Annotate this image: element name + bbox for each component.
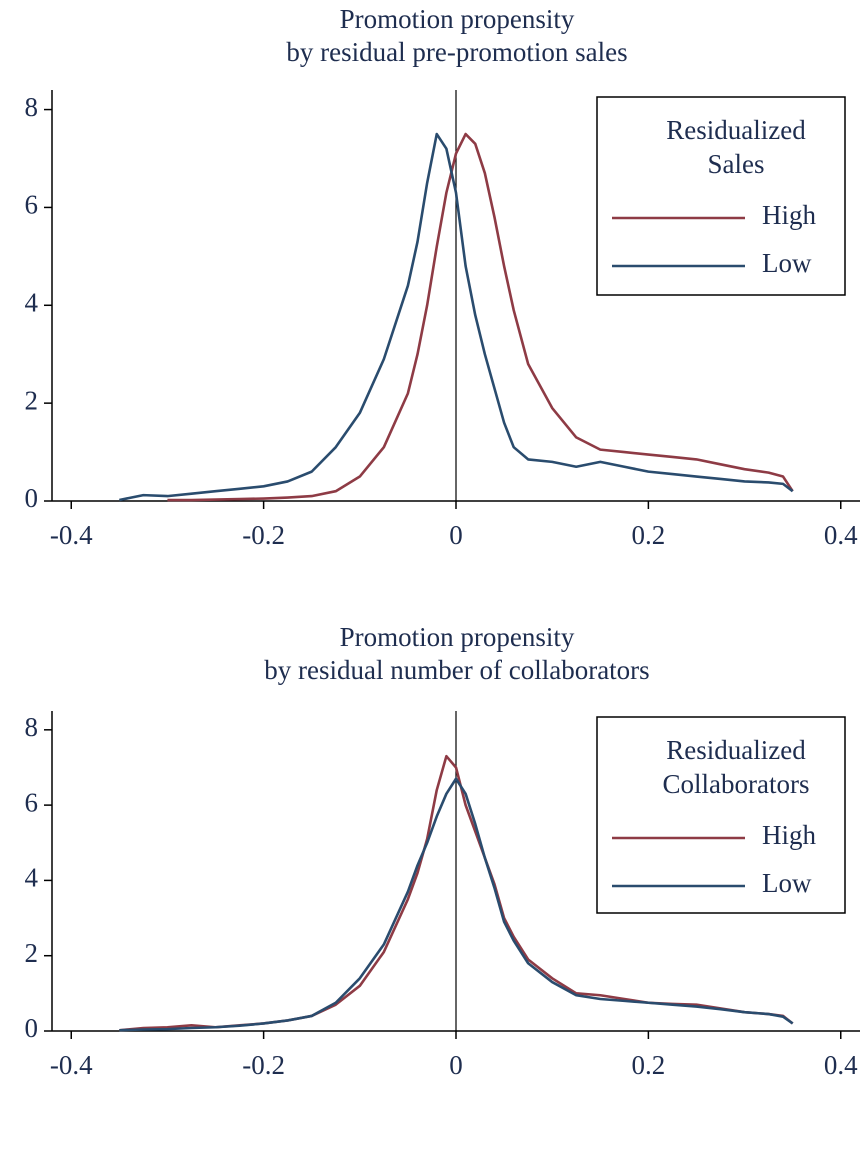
y-tick-label: 0 [25, 1013, 39, 1043]
legend-title: Residualized [666, 115, 806, 145]
legend-label: Low [762, 868, 812, 898]
x-tick-label: 0.4 [824, 1050, 858, 1080]
legend-title: Collaborators [663, 769, 810, 799]
legend-title: Residualized [666, 735, 806, 765]
y-tick-label: 4 [25, 863, 39, 893]
legend-label: High [762, 200, 817, 230]
y-tick-label: 6 [25, 190, 39, 220]
x-tick-label: 0 [449, 520, 463, 550]
x-tick-label: -0.2 [242, 1050, 285, 1080]
chart-title: by residual pre-promotion sales [286, 37, 627, 67]
y-tick-label: 2 [25, 938, 39, 968]
y-tick-label: 2 [25, 385, 39, 415]
legend-title: Sales [708, 149, 765, 179]
y-tick-label: 4 [25, 287, 39, 317]
x-tick-label: -0.4 [50, 520, 93, 550]
x-tick-label: 0.2 [632, 520, 666, 550]
x-tick-label: -0.4 [50, 1050, 93, 1080]
x-tick-label: 0 [449, 1050, 463, 1080]
legend-label: High [762, 820, 817, 850]
y-tick-label: 8 [25, 92, 39, 122]
x-tick-label: -0.2 [242, 520, 285, 550]
chart-title: Promotion propensity [340, 4, 575, 34]
legend: Residualized Collaborators High Low [596, 716, 846, 914]
y-tick-label: 0 [25, 483, 39, 513]
chart-title: Promotion propensity [340, 622, 575, 652]
legend-label: Low [762, 248, 812, 278]
legend-box [596, 96, 846, 296]
legend: Residualized Sales High Low [596, 96, 846, 296]
y-tick-label: 6 [25, 787, 39, 817]
x-tick-label: 0.4 [824, 520, 858, 550]
x-tick-label: 0.2 [632, 1050, 666, 1080]
density-line [167, 132, 794, 502]
density-line [119, 777, 794, 1032]
chart-title: by residual number of collaborators [264, 655, 649, 685]
y-tick-label: 8 [25, 712, 39, 742]
legend-box [596, 716, 846, 914]
density-line [119, 132, 794, 502]
